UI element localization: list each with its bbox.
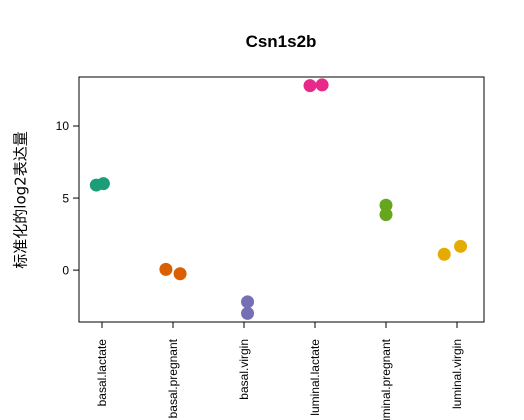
chart-title: Csn1s2b xyxy=(246,32,317,51)
x-tick-label: luminal.lactate xyxy=(308,339,322,416)
x-tick-label: basal.virgin xyxy=(237,339,251,400)
data-point xyxy=(437,247,451,261)
x-tick-label: luminal.virgin xyxy=(450,339,464,409)
y-axis-label: 标准化的log2表达量 xyxy=(11,131,29,268)
data-point xyxy=(315,78,329,92)
data-points xyxy=(89,78,468,320)
y-tick-label: 5 xyxy=(62,191,69,205)
plot-frame xyxy=(78,76,485,323)
data-point xyxy=(173,267,187,281)
data-point xyxy=(454,239,468,253)
x-tick-label: basal.lactate xyxy=(95,339,109,407)
data-point xyxy=(303,79,317,93)
data-point xyxy=(159,262,173,276)
y-axis: 0 5 10 xyxy=(56,119,80,277)
x-tick-label: luminal.pregnant xyxy=(379,338,393,420)
x-axis: basal.lactate basal.pregnant basal.virgin l… xyxy=(95,322,464,420)
y-tick-label: 0 xyxy=(62,263,69,277)
x-tick-label: basal.pregnant xyxy=(166,338,180,418)
data-point xyxy=(379,198,393,212)
data-point xyxy=(96,177,110,191)
data-point xyxy=(241,295,255,309)
y-tick-label: 10 xyxy=(56,119,70,133)
data-point xyxy=(241,306,255,320)
data-point xyxy=(379,208,393,222)
